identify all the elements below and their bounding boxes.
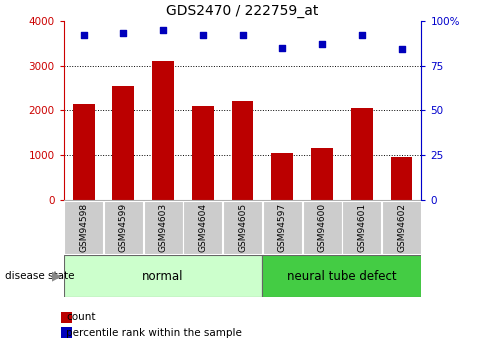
Text: GSM94600: GSM94600 (318, 203, 326, 252)
Point (199, 32, 207, 38)
Bar (311, 148, 333, 200)
Text: GSM94604: GSM94604 (198, 203, 207, 252)
FancyBboxPatch shape (64, 201, 103, 254)
FancyBboxPatch shape (183, 201, 222, 254)
Bar (391, 157, 413, 200)
Bar (73, 104, 95, 200)
FancyBboxPatch shape (104, 201, 143, 254)
Point (80, 32, 88, 38)
FancyBboxPatch shape (144, 201, 183, 254)
Title: GDS2470 / 222759_at: GDS2470 / 222759_at (167, 4, 318, 18)
Bar (112, 86, 134, 200)
Text: count: count (66, 313, 96, 322)
Point (120, 30, 127, 36)
Text: GSM94605: GSM94605 (238, 203, 247, 252)
FancyBboxPatch shape (263, 201, 302, 254)
Point (318, 41, 326, 47)
Text: normal: normal (142, 269, 184, 283)
Point (397, 47, 405, 52)
Bar (192, 106, 214, 200)
FancyBboxPatch shape (302, 201, 342, 254)
FancyBboxPatch shape (263, 255, 421, 297)
Text: ▶: ▶ (51, 269, 61, 283)
Point (278, 45, 286, 50)
Text: GSM94597: GSM94597 (278, 203, 287, 252)
Point (358, 32, 366, 38)
Text: percentile rank within the sample: percentile rank within the sample (66, 328, 242, 338)
Bar (152, 61, 174, 200)
FancyBboxPatch shape (223, 201, 262, 254)
Text: GSM94603: GSM94603 (159, 203, 168, 252)
Text: GSM94602: GSM94602 (397, 203, 406, 252)
Bar (351, 108, 373, 200)
Point (159, 27, 167, 32)
Text: disease state: disease state (5, 271, 74, 281)
Bar (271, 153, 293, 200)
Bar (232, 101, 253, 200)
Text: neural tube defect: neural tube defect (287, 269, 397, 283)
Text: GSM94598: GSM94598 (79, 203, 88, 252)
Text: GSM94599: GSM94599 (119, 203, 128, 252)
FancyBboxPatch shape (382, 201, 421, 254)
FancyBboxPatch shape (64, 255, 263, 297)
FancyBboxPatch shape (343, 201, 381, 254)
Text: GSM94601: GSM94601 (357, 203, 367, 252)
Point (239, 32, 246, 38)
